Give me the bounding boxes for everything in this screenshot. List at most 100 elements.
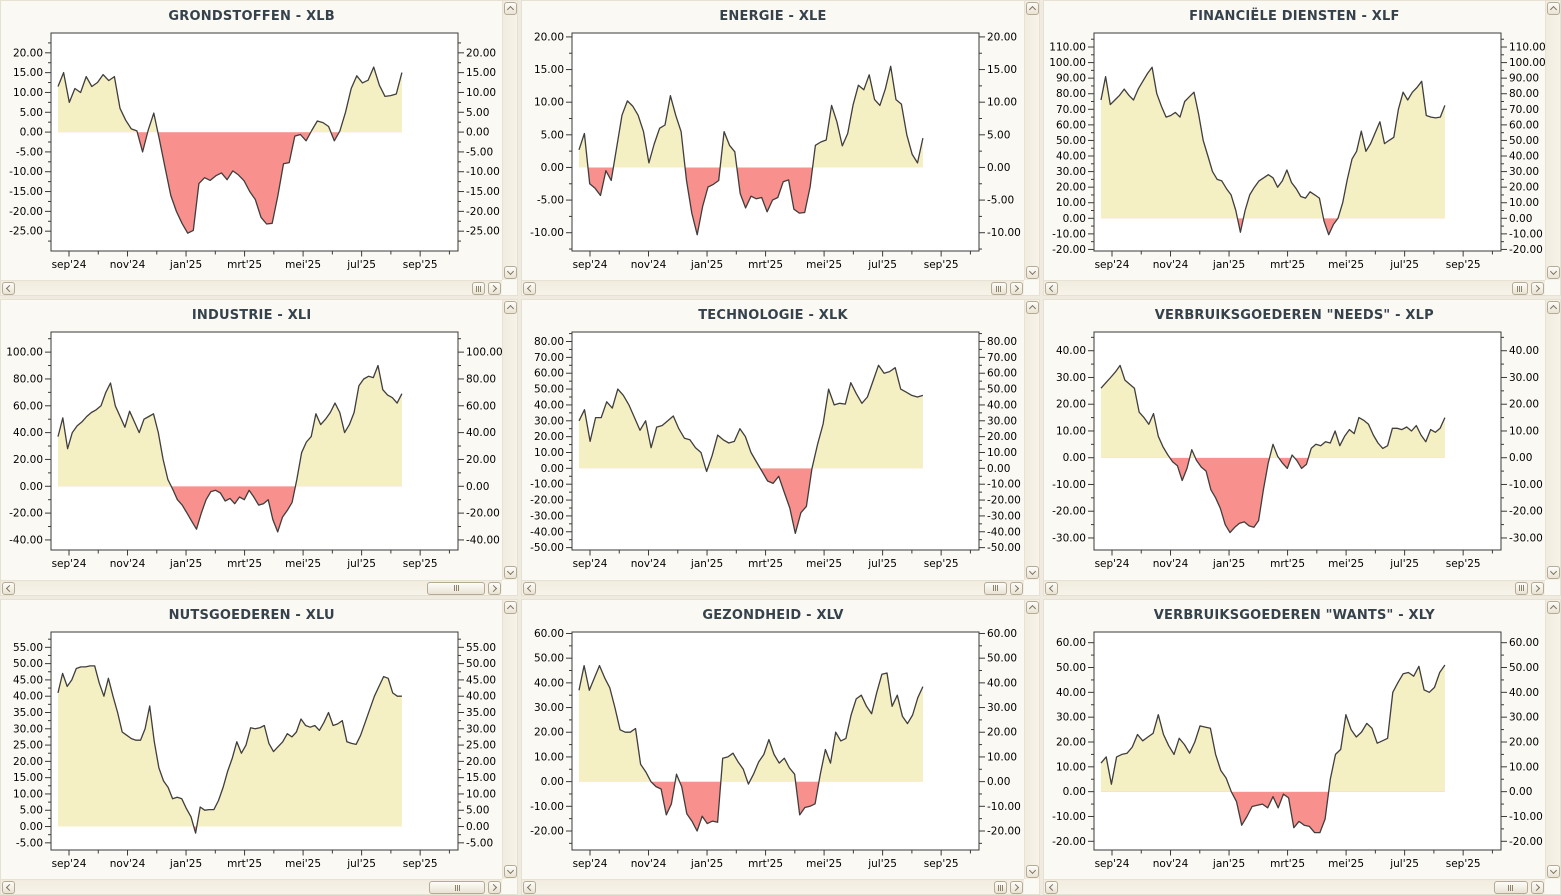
scroll-down-button[interactable] xyxy=(1025,266,1039,280)
svg-text:sep'25: sep'25 xyxy=(1445,259,1480,271)
x-axis-ticks xyxy=(1111,849,1493,856)
svg-text:45.00: 45.00 xyxy=(13,674,43,686)
vertical-scrollbar[interactable] xyxy=(1544,300,1560,580)
svg-text:70.00: 70.00 xyxy=(534,352,564,364)
svg-text:20.00: 20.00 xyxy=(534,431,564,443)
horizontal-scrollbar[interactable] xyxy=(1,579,503,595)
svg-text:nov'24: nov'24 xyxy=(631,259,667,271)
svg-text:-20.00: -20.00 xyxy=(1052,244,1086,256)
scroll-thumb[interactable] xyxy=(1514,581,1528,595)
scroll-down-button[interactable] xyxy=(1025,865,1039,878)
scroll-down-button[interactable] xyxy=(1546,266,1560,280)
scroll-up-button[interactable] xyxy=(1546,2,1560,15)
scroll-right-button[interactable] xyxy=(1009,881,1023,894)
vertical-scrollbar[interactable] xyxy=(1544,1,1560,281)
svg-text:-10.00: -10.00 xyxy=(9,166,43,178)
scroll-down-button[interactable] xyxy=(1025,565,1039,579)
horizontal-scrollbar[interactable] xyxy=(1,879,503,894)
scroll-thumb[interactable] xyxy=(429,881,486,894)
scroll-left-button[interactable] xyxy=(523,581,537,595)
scroll-thumb[interactable] xyxy=(983,581,1007,595)
svg-text:50.00: 50.00 xyxy=(13,658,43,670)
horizontal-scrollbar[interactable] xyxy=(522,579,1024,595)
svg-text:-20.00: -20.00 xyxy=(987,495,1021,507)
vertical-scrollbar[interactable] xyxy=(1023,599,1039,879)
svg-text:20.00: 20.00 xyxy=(534,726,564,738)
scroll-left-button[interactable] xyxy=(2,581,15,595)
horizontal-scrollbar[interactable] xyxy=(1043,879,1545,894)
svg-text:mei'25: mei'25 xyxy=(285,558,321,570)
vertical-scrollbar[interactable] xyxy=(1023,1,1039,281)
scroll-down-button[interactable] xyxy=(1546,565,1560,579)
horizontal-scrollbar[interactable] xyxy=(1043,280,1545,296)
scroll-up-button[interactable] xyxy=(1025,301,1039,315)
vertical-scrollbar[interactable] xyxy=(502,1,518,281)
vertical-scrollbar[interactable] xyxy=(502,300,518,580)
horizontal-scrollbar[interactable] xyxy=(522,280,1024,296)
horizontal-scrollbar[interactable] xyxy=(1043,579,1545,595)
scroll-right-button[interactable] xyxy=(1530,581,1544,595)
scroll-down-button[interactable] xyxy=(504,865,518,878)
svg-text:jul'25: jul'25 xyxy=(868,259,898,271)
scroll-up-button[interactable] xyxy=(1025,2,1039,15)
scroll-left-button[interactable] xyxy=(523,282,537,296)
scroll-left-button[interactable] xyxy=(2,881,15,894)
scroll-thumb[interactable] xyxy=(993,881,1007,894)
scroll-thumb[interactable] xyxy=(990,282,1007,296)
scroll-right-button[interactable] xyxy=(1530,881,1544,894)
svg-text:5.00: 5.00 xyxy=(466,107,489,119)
grip-icon xyxy=(456,884,458,891)
svg-text:0.00: 0.00 xyxy=(466,127,489,139)
scroll-thumb[interactable] xyxy=(427,581,486,595)
scroll-left-button[interactable] xyxy=(1044,881,1058,894)
y-axis-labels: -5.00 -5.00 0.00 0.00 5.00 5.00 10.00 10.00 15.0… xyxy=(13,641,496,849)
scroll-right-button[interactable] xyxy=(1009,581,1023,595)
scroll-down-button[interactable] xyxy=(504,565,518,579)
svg-text:10.00: 10.00 xyxy=(466,788,496,800)
chart-panel-XLP: VERBRUIKSGOEDEREN "NEEDS" - XLP -30.00 -3… xyxy=(1042,299,1561,596)
scroll-up-button[interactable] xyxy=(504,600,518,614)
grip-icon xyxy=(999,884,1001,891)
scroll-right-button[interactable] xyxy=(488,581,502,595)
scroll-up-button[interactable] xyxy=(1546,301,1560,315)
svg-text:0.00: 0.00 xyxy=(987,776,1010,788)
scroll-right-button[interactable] xyxy=(1530,282,1544,296)
vertical-scrollbar[interactable] xyxy=(1544,599,1560,879)
scroll-thumb[interactable] xyxy=(1511,282,1528,296)
scroll-left-button[interactable] xyxy=(1044,282,1058,296)
grip-icon xyxy=(1510,884,1512,891)
svg-text:-10.00: -10.00 xyxy=(530,479,564,491)
horizontal-scrollbar[interactable] xyxy=(1,280,503,296)
svg-text:60.00: 60.00 xyxy=(1056,637,1086,649)
svg-text:50.00: 50.00 xyxy=(534,384,564,396)
scroll-down-button[interactable] xyxy=(1546,865,1560,878)
scroll-right-button[interactable] xyxy=(1009,282,1023,296)
scroll-left-button[interactable] xyxy=(523,881,537,894)
vertical-scrollbar[interactable] xyxy=(502,599,518,879)
scroll-up-button[interactable] xyxy=(504,2,518,15)
svg-text:0.00: 0.00 xyxy=(1509,786,1532,798)
grip-icon xyxy=(992,585,994,592)
chevron-left-icon xyxy=(1048,285,1056,293)
horizontal-scrollbar[interactable] xyxy=(522,879,1024,894)
scroll-left-button[interactable] xyxy=(2,282,15,296)
scroll-up-button[interactable] xyxy=(1546,600,1560,614)
scroll-up-button[interactable] xyxy=(504,301,518,315)
scroll-up-button[interactable] xyxy=(1025,600,1039,614)
scroll-thumb[interactable] xyxy=(1493,881,1528,894)
chevron-left-icon xyxy=(5,883,14,892)
vertical-scrollbar[interactable] xyxy=(1023,300,1039,580)
scroll-right-button[interactable] xyxy=(488,881,502,894)
scroll-thumb[interactable] xyxy=(472,282,486,296)
grip-icon xyxy=(996,585,998,592)
grip-icon xyxy=(458,884,460,891)
x-axis-ticks xyxy=(68,251,450,257)
svg-text:100.00: 100.00 xyxy=(466,347,502,359)
svg-text:60.00: 60.00 xyxy=(534,628,564,640)
svg-text:55.00: 55.00 xyxy=(13,641,43,653)
chevron-left-icon xyxy=(527,285,535,293)
scroll-down-button[interactable] xyxy=(504,266,518,280)
svg-text:-10.00: -10.00 xyxy=(1052,811,1086,823)
scroll-right-button[interactable] xyxy=(488,282,502,296)
scroll-left-button[interactable] xyxy=(1044,581,1058,595)
